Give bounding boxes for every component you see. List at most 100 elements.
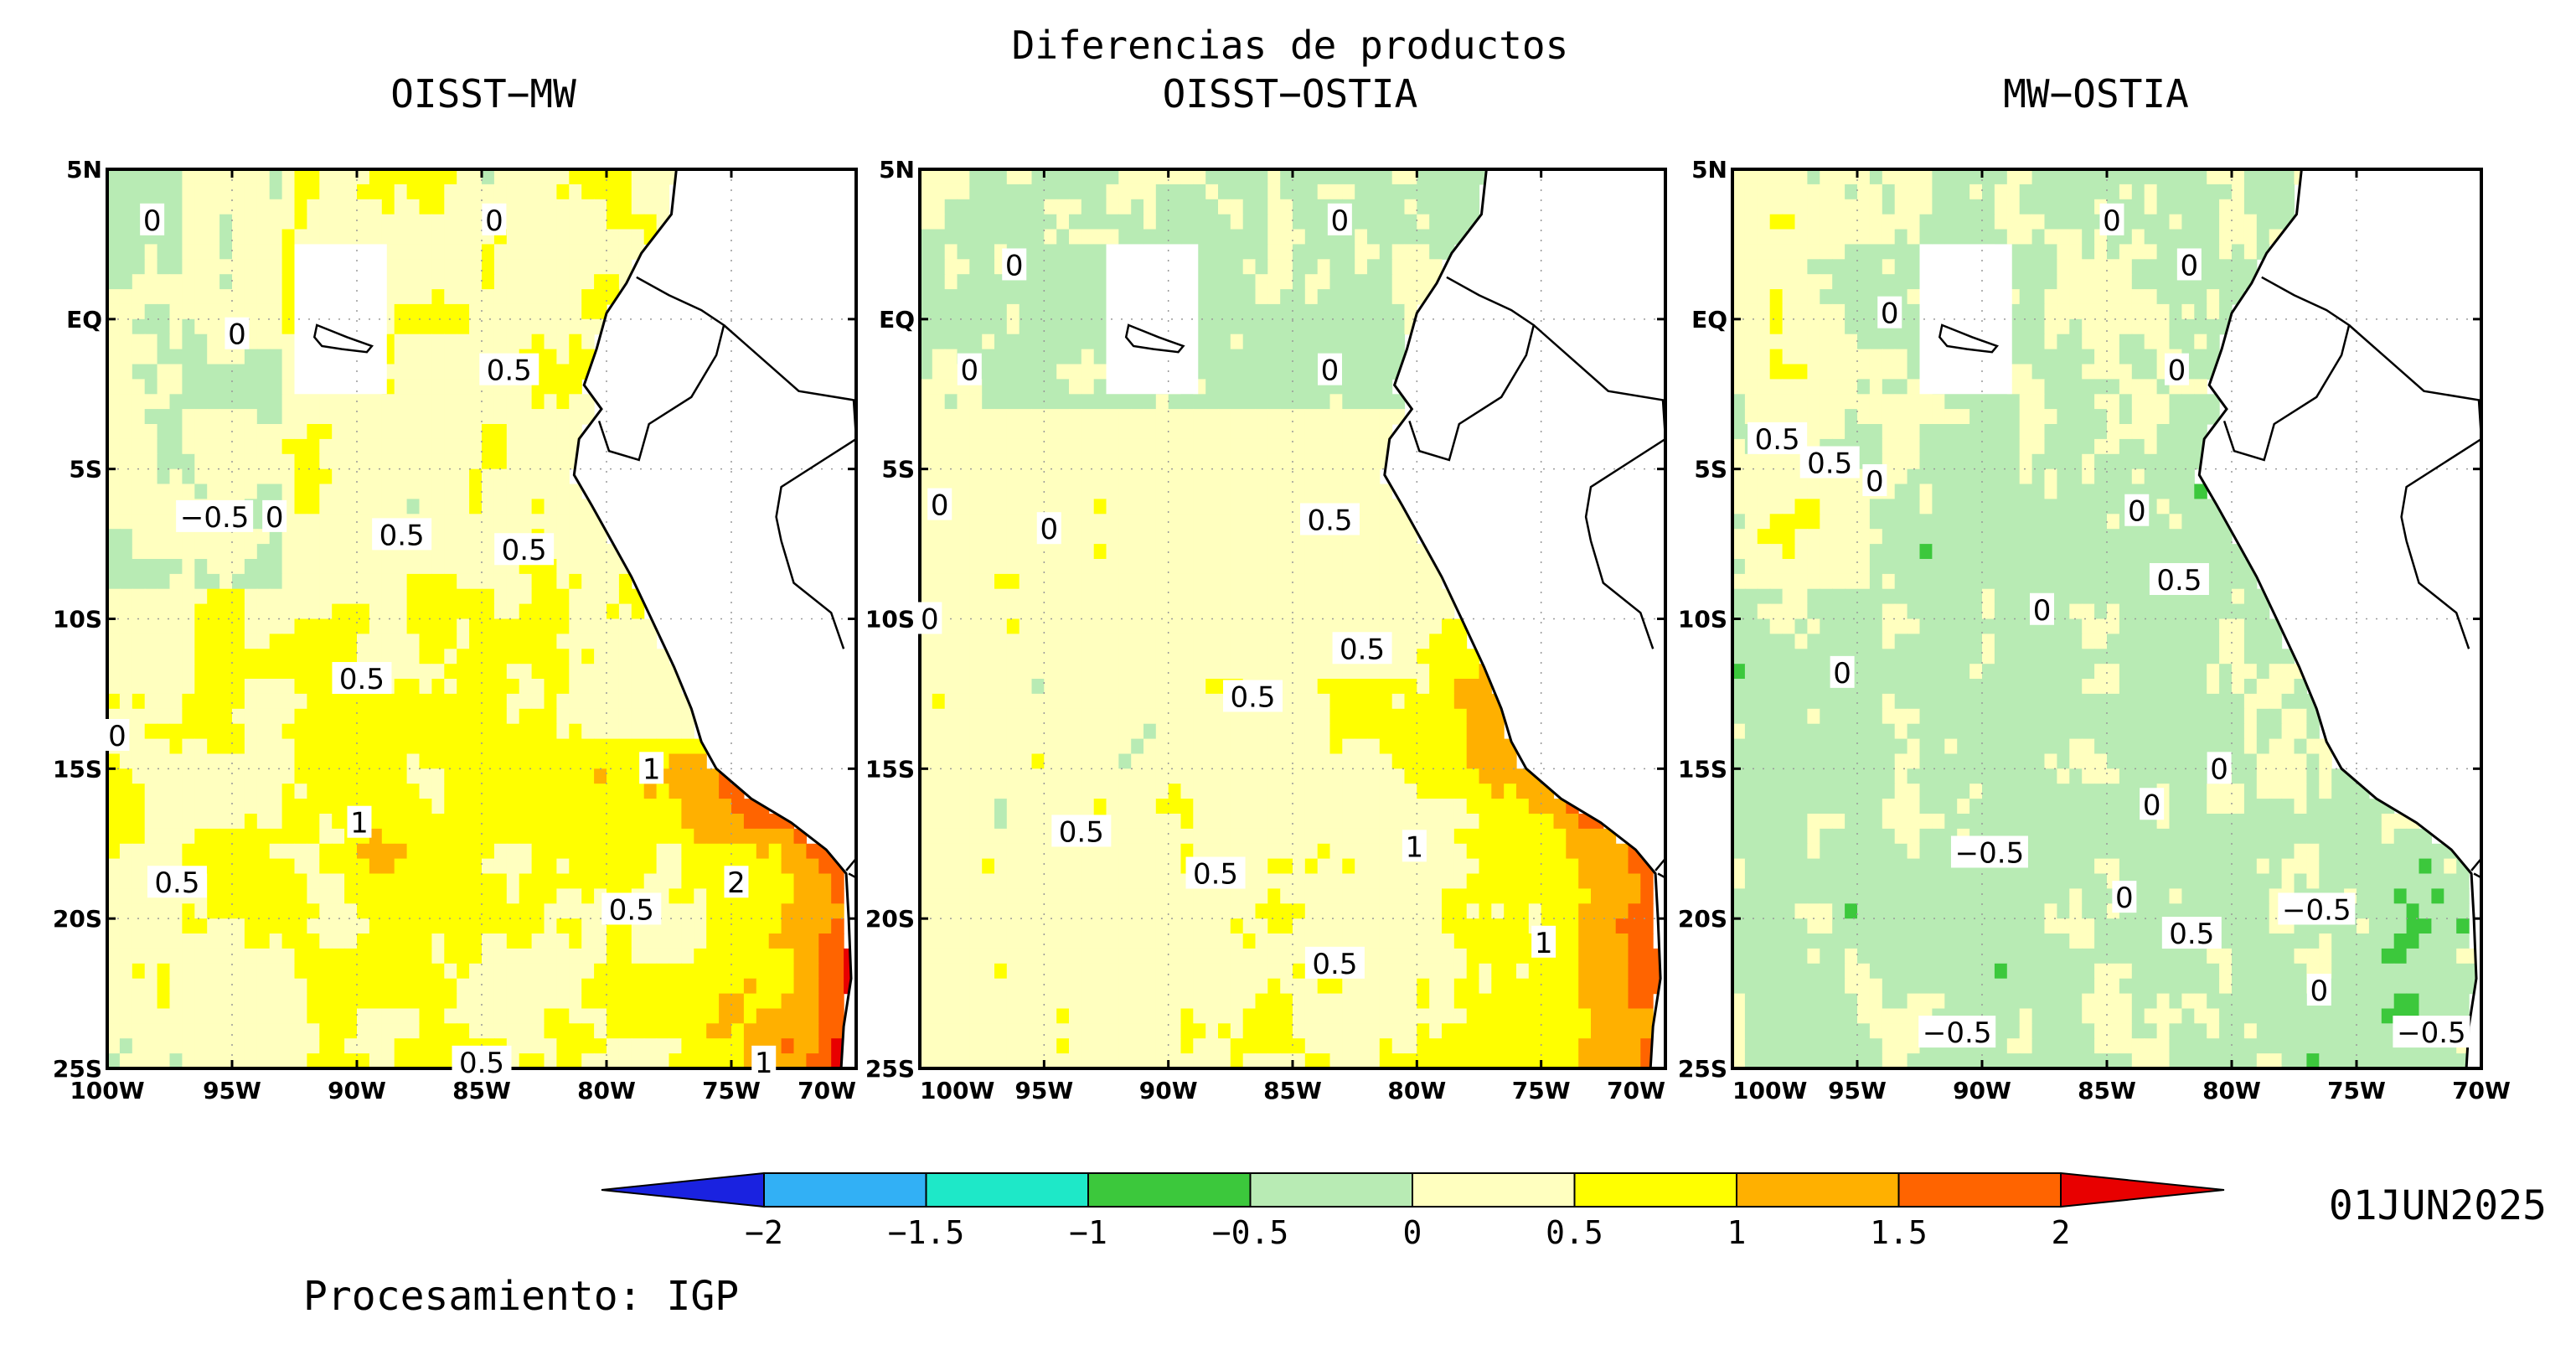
lat-tick-label: 20S: [865, 905, 915, 933]
coastline: [2197, 169, 2478, 1068]
svg-text:0: 0: [485, 204, 503, 238]
lat-tick-label: 15S: [53, 755, 102, 783]
lon-tick-label: 100W: [920, 1077, 994, 1104]
lon-tick-label: 70W: [798, 1077, 856, 1104]
colorbar-segment: [1573, 1172, 1737, 1208]
contour-label: 0.5: [1300, 503, 1360, 537]
lat-tick-label: 5N: [879, 156, 915, 184]
lat-tick-label: 5N: [1691, 156, 1727, 184]
colorbar-tick-label: −1: [1069, 1214, 1107, 1251]
contour-label: 0: [262, 499, 287, 535]
lon-tick-label: 95W: [1828, 1077, 1887, 1104]
lon-tick-label: 85W: [1263, 1077, 1322, 1104]
contour-label: 0: [2176, 248, 2202, 282]
country-border: [2405, 540, 2470, 649]
lon-tick-label: 90W: [1953, 1077, 2011, 1104]
contour-label: 0: [2099, 203, 2124, 238]
country-border: [2222, 276, 2351, 462]
country-border: [1657, 872, 1665, 879]
svg-text:0.5: 0.5: [339, 663, 385, 696]
contour-label: 0.5: [2149, 563, 2209, 597]
colorbar-tick-label: 2: [2052, 1214, 2071, 1251]
svg-text:1: 1: [350, 807, 369, 840]
svg-text:1: 1: [755, 1047, 773, 1080]
contour-label: 0.5: [1051, 815, 1112, 849]
colorbar-segment: [763, 1172, 927, 1208]
colorbar-segment: [1087, 1172, 1252, 1208]
galapagos-island: [1124, 323, 1185, 354]
svg-text:0.5: 0.5: [502, 534, 547, 567]
graticule: [920, 169, 1665, 1068]
contour-label: 0.5: [1223, 680, 1283, 714]
contour-label: 1: [751, 1045, 777, 1080]
contour-label: 0.5: [372, 518, 432, 552]
lon-tick-label: 90W: [328, 1077, 386, 1104]
contour-label: 0.5: [1332, 632, 1392, 666]
coastline: [1383, 169, 1662, 1068]
contour-label: 0.5: [147, 866, 207, 900]
lon-tick-label: 70W: [2452, 1077, 2511, 1104]
contour-label: 0: [1327, 203, 1352, 238]
graticule: [107, 169, 856, 1068]
lat-tick-label: 10S: [53, 606, 102, 634]
lat-tick-label: 25S: [865, 1055, 915, 1083]
contour-label: 1: [1402, 830, 1427, 864]
country-border: [2473, 872, 2481, 879]
svg-text:−0.5: −0.5: [180, 501, 250, 535]
colorbar-tick-label: −1.5: [888, 1214, 965, 1251]
svg-text:0.5: 0.5: [487, 354, 532, 388]
lon-tick-label: 70W: [1607, 1077, 1665, 1104]
galapagos-island: [312, 323, 374, 354]
lon-tick-label: 75W: [2327, 1077, 2386, 1104]
contour-label: 0: [2112, 881, 2137, 915]
colorbar-tick-label: 0: [1403, 1214, 1422, 1251]
svg-text:0: 0: [108, 720, 126, 753]
contour-label: 0: [105, 718, 130, 753]
lat-tick-label: EQ: [879, 306, 915, 334]
contour-label: 0: [1830, 655, 1855, 690]
graticule: [1732, 169, 2481, 1068]
contour-label: −0.5: [2278, 892, 2356, 927]
contour-label: −0.5: [1950, 835, 2028, 870]
lat-tick-label: EQ: [1691, 306, 1727, 334]
lat-tick-label: 15S: [865, 755, 915, 783]
colorbar-segment: [1736, 1172, 1900, 1208]
lon-tick-label: 80W: [1387, 1077, 1446, 1104]
contour-label: 1: [1531, 925, 1556, 960]
land-mask: [1384, 169, 1665, 1068]
contour-label: 0: [2164, 353, 2189, 388]
contour-label: 0: [1877, 296, 1902, 331]
svg-text:0: 0: [143, 204, 162, 238]
colorbar-segment: [925, 1172, 1089, 1208]
coastline: [572, 169, 853, 1068]
lat-tick-label: 15S: [1678, 755, 1727, 783]
contour-label: 0.5: [479, 353, 539, 388]
credit-label: Procesamiento: IGP: [303, 1273, 739, 1320]
contour-label: 0: [917, 602, 942, 637]
contour-label: −0.5: [176, 499, 254, 535]
contour-label: 0: [927, 488, 952, 523]
contour-label: 0.5: [1799, 446, 1860, 481]
lon-tick-label: 85W: [452, 1077, 511, 1104]
panel-title-mw-ostia: MW−OSTIA: [2003, 71, 2189, 116]
country-border: [848, 872, 856, 879]
svg-text:0.5: 0.5: [459, 1047, 504, 1080]
svg-text:0: 0: [266, 501, 284, 535]
lat-tick-label: 5N: [66, 156, 102, 184]
contour-label: 1: [639, 752, 664, 786]
lat-tick-label: 5S: [1694, 456, 1727, 484]
country-border: [775, 437, 856, 541]
colorbar-high-arrow: [2060, 1171, 2225, 1208]
lon-tick-label: 100W: [1732, 1077, 1807, 1104]
contour-label: 0.5: [1185, 856, 1246, 892]
date-label: 01JUN2025: [2329, 1182, 2547, 1229]
lat-tick-label: EQ: [66, 306, 102, 334]
lon-tick-label: 75W: [1512, 1077, 1571, 1104]
land-mask: [2199, 169, 2481, 1068]
svg-text:0.5: 0.5: [609, 893, 654, 927]
lon-tick-label: 75W: [702, 1077, 761, 1104]
contour-label: 0: [1862, 463, 1887, 499]
lat-tick-label: 20S: [1678, 905, 1727, 933]
svg-text:0.5: 0.5: [379, 519, 425, 552]
